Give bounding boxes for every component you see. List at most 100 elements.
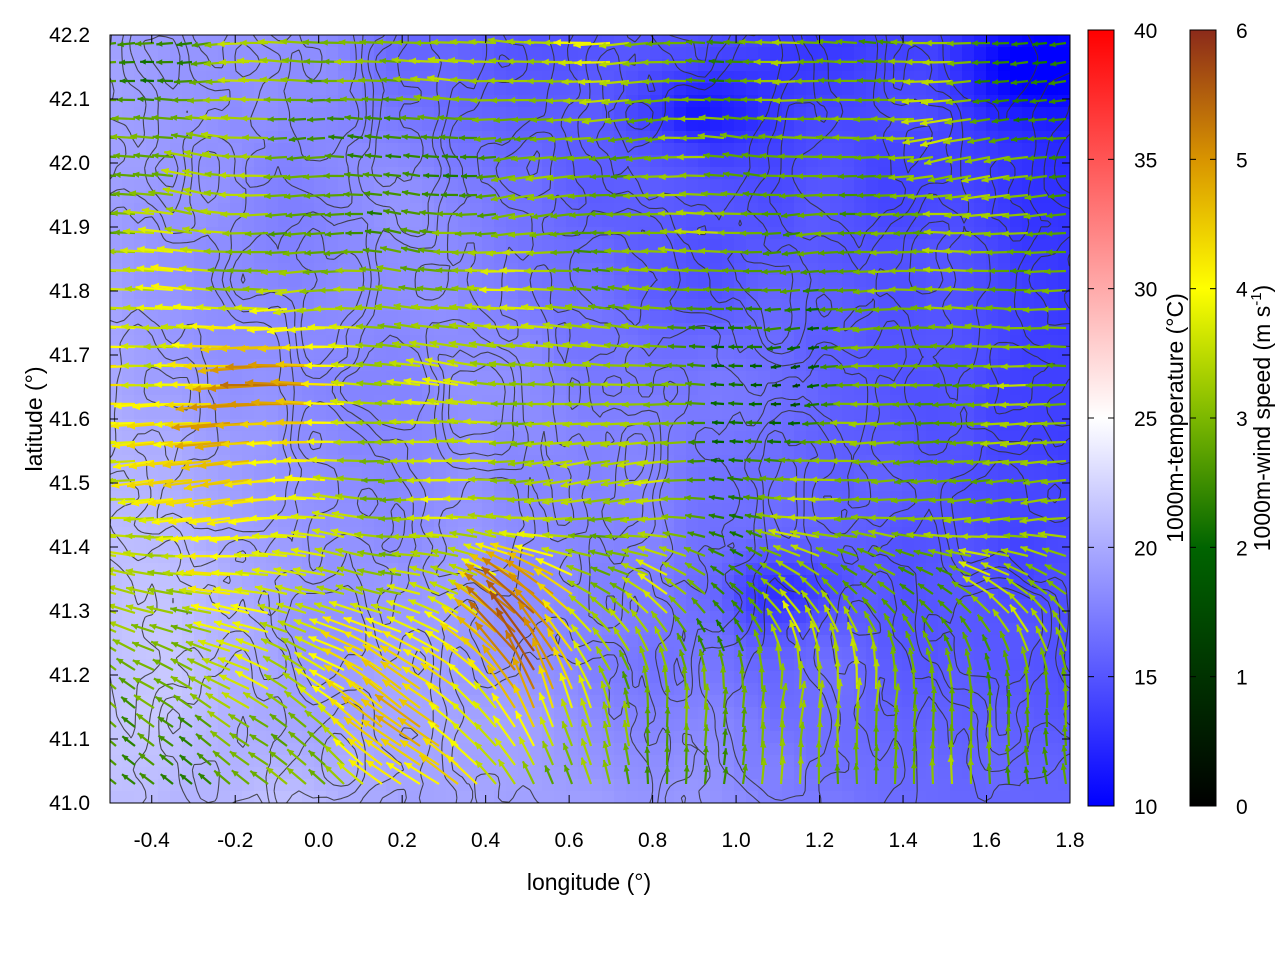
heatmap-cell — [362, 407, 375, 420]
heatmap-cell — [290, 83, 303, 96]
heatmap-cell — [338, 215, 351, 228]
heatmap-cell — [1022, 47, 1035, 60]
heatmap-cell — [326, 323, 339, 336]
heatmap-cell — [674, 47, 687, 60]
heatmap-cell — [434, 347, 447, 360]
heatmap-cell — [674, 179, 687, 192]
heatmap-cell — [842, 707, 855, 720]
heatmap-cell — [650, 719, 663, 732]
heatmap-cell — [278, 347, 291, 360]
heatmap-cell — [278, 767, 291, 780]
heatmap-cell — [206, 683, 219, 696]
heatmap-cell — [122, 95, 135, 108]
heatmap-cell — [602, 467, 615, 480]
heatmap-cell — [242, 731, 255, 744]
heatmap-cell — [734, 311, 747, 324]
heatmap-cell — [686, 791, 699, 803]
heatmap-cell — [302, 107, 315, 120]
heatmap-cell — [194, 431, 207, 444]
heatmap-cell — [266, 83, 279, 96]
heatmap-cell — [902, 731, 915, 744]
heatmap-cell — [590, 179, 603, 192]
heatmap-cell — [542, 311, 555, 324]
heatmap-cell — [722, 623, 735, 636]
heatmap-cell — [998, 371, 1011, 384]
heatmap-cell — [806, 143, 819, 156]
heatmap-cell — [938, 35, 951, 48]
heatmap-cell — [842, 119, 855, 132]
heatmap-cell — [902, 467, 915, 480]
heatmap-cell — [674, 755, 687, 768]
heatmap-cell — [974, 371, 987, 384]
heatmap-cell — [842, 791, 855, 803]
heatmap-cell — [194, 47, 207, 60]
heatmap-cell — [818, 491, 831, 504]
heatmap-cell — [866, 83, 879, 96]
heatmap-cell — [218, 179, 231, 192]
heatmap-cell — [302, 347, 315, 360]
heatmap-cell — [218, 779, 231, 792]
heatmap-cell — [242, 275, 255, 288]
heatmap-cell — [146, 467, 159, 480]
heatmap-cell — [1034, 779, 1047, 792]
heatmap-cell — [650, 755, 663, 768]
heatmap-cell — [314, 443, 327, 456]
heatmap-cell — [650, 143, 663, 156]
heatmap-cell — [398, 551, 411, 564]
heatmap-cell — [194, 311, 207, 324]
heatmap-cell — [110, 575, 123, 588]
heatmap-cell — [290, 275, 303, 288]
heatmap-cell — [1010, 323, 1023, 336]
heatmap-cell — [590, 707, 603, 720]
heatmap-cell — [350, 407, 363, 420]
heatmap-cell — [986, 347, 999, 360]
heatmap-cell — [914, 371, 927, 384]
heatmap-cell — [938, 719, 951, 732]
heatmap-cell — [554, 371, 567, 384]
heatmap-cell — [614, 791, 627, 803]
heatmap-cell — [830, 395, 843, 408]
heatmap-cell — [410, 539, 423, 552]
heatmap-cell — [302, 443, 315, 456]
heatmap-cell — [722, 239, 735, 252]
heatmap-cell — [710, 479, 723, 492]
heatmap-cell — [266, 47, 279, 60]
heatmap-cell — [122, 179, 135, 192]
heatmap-cell — [278, 275, 291, 288]
heatmap-cell — [182, 743, 195, 756]
heatmap-cell — [830, 371, 843, 384]
heatmap-cell — [182, 731, 195, 744]
heatmap-cell — [314, 335, 327, 348]
heatmap-cell — [158, 335, 171, 348]
heatmap-cell — [902, 683, 915, 696]
heatmap-cell — [878, 491, 891, 504]
heatmap-cell — [278, 335, 291, 348]
heatmap-cell — [1010, 647, 1023, 660]
heatmap-cell — [638, 407, 651, 420]
heatmap-cell — [110, 215, 123, 228]
heatmap-cell — [362, 707, 375, 720]
heatmap-cell — [542, 143, 555, 156]
heatmap-cell — [950, 47, 963, 60]
heatmap-cell — [542, 467, 555, 480]
heatmap-cell — [122, 215, 135, 228]
heatmap-cell — [266, 683, 279, 696]
heatmap-cell — [434, 791, 447, 803]
heatmap-cell — [878, 503, 891, 516]
heatmap-cell — [950, 275, 963, 288]
heatmap-cell — [842, 263, 855, 276]
heatmap-cell — [806, 791, 819, 803]
heatmap-cell — [158, 443, 171, 456]
heatmap-cell — [218, 347, 231, 360]
heatmap-cell — [422, 407, 435, 420]
heatmap-cell — [566, 779, 579, 792]
heatmap-cell — [374, 155, 387, 168]
heatmap-cell — [818, 191, 831, 204]
heatmap-cell — [902, 419, 915, 432]
heatmap-cell — [290, 107, 303, 120]
heatmap-cell — [1022, 767, 1035, 780]
heatmap-cell — [266, 347, 279, 360]
heatmap-cell — [338, 335, 351, 348]
heatmap-cell — [446, 407, 459, 420]
heatmap-cell — [710, 587, 723, 600]
